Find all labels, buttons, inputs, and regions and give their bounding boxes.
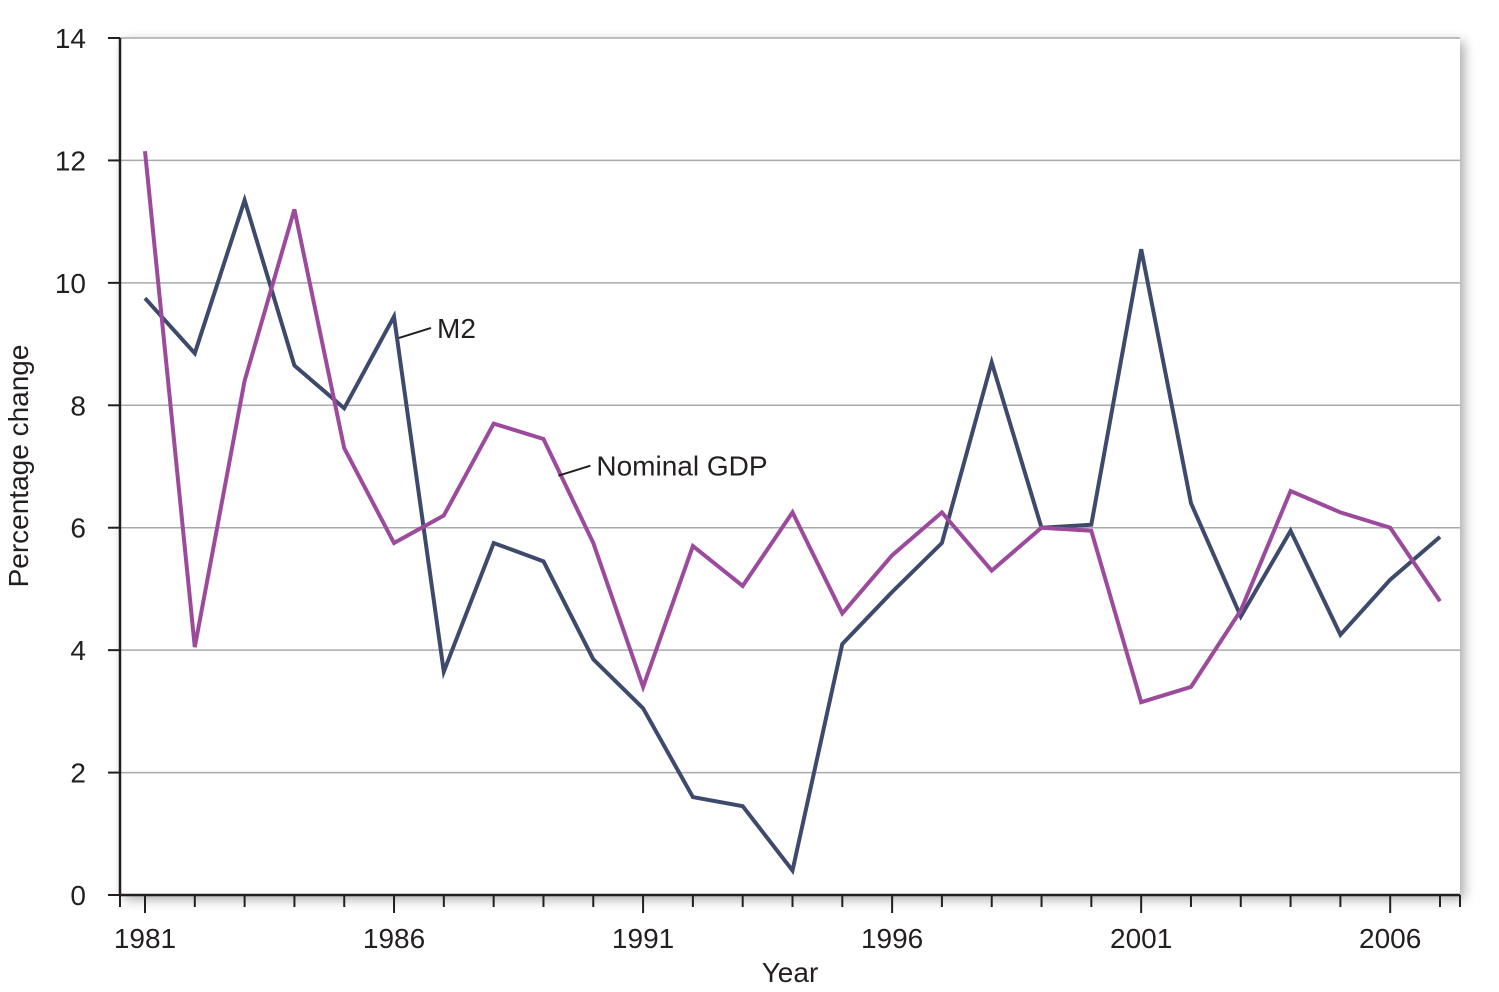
tick-labels: 0 2 4 6 8 10 12 14 1981 1986 1991 1996 2001 2006 [55,23,1421,954]
y-tick-label-4: 4 [70,635,86,666]
x-axis-title: Year [762,957,819,988]
y-tick-label-14: 14 [55,23,86,54]
x-tick-label-2001: 2001 [1110,923,1172,954]
y-tick-label-10: 10 [55,268,86,299]
y-tick-label-8: 8 [70,390,86,421]
plot-area [120,38,1460,895]
x-tick-label-2006: 2006 [1359,923,1421,954]
y-tick-label-0: 0 [70,880,86,911]
y-tick-label-6: 6 [70,513,86,544]
x-tick-label-1986: 1986 [363,923,425,954]
x-tick-label-1991: 1991 [612,923,674,954]
x-tick-label-1981: 1981 [114,923,176,954]
series-line-m2 [143,193,1442,876]
annotation-leader-m2 [398,326,432,339]
series-annotations: M2 Nominal GDP [398,313,768,482]
axes [108,37,1461,913]
y-axis-title: Percentage change [3,345,34,588]
series-label-nominal-gdp: Nominal GDP [596,451,767,482]
series-lines [143,151,1442,876]
series-line-nominal-gdp [143,151,1442,705]
annotation-leader-nominal-gdp [558,464,591,477]
x-tick-label-1996: 1996 [861,923,923,954]
series-label-m2: M2 [437,313,476,344]
y-tick-label-2: 2 [70,758,86,789]
y-tick-label-12: 12 [55,145,86,176]
